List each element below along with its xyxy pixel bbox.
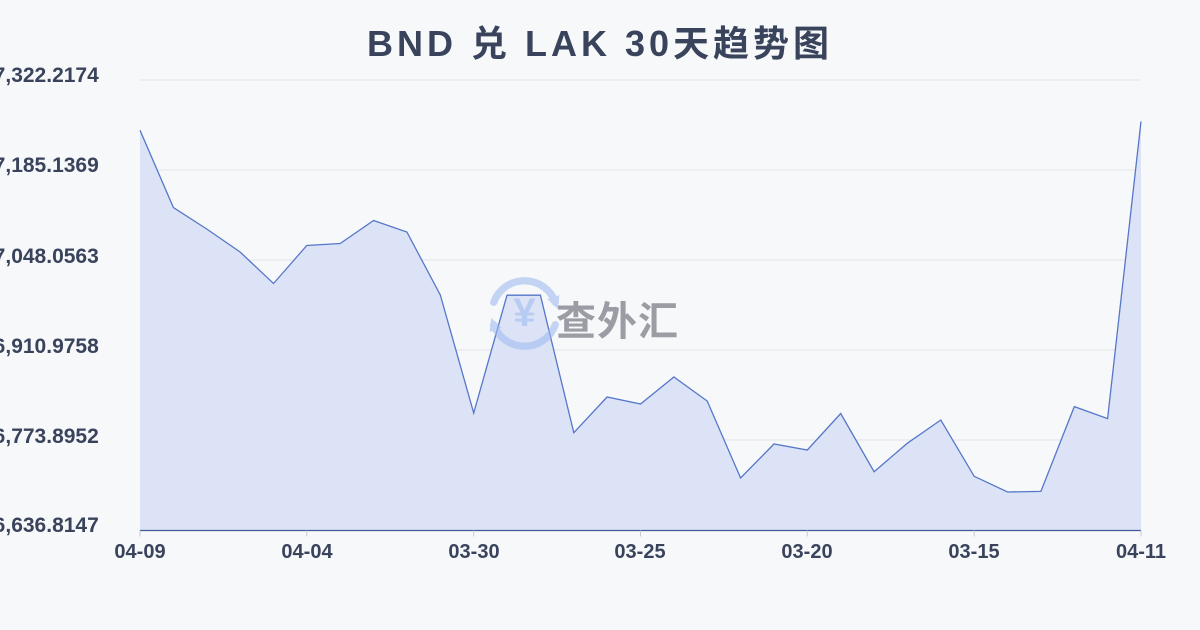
svg-text:¥: ¥ bbox=[513, 291, 536, 335]
